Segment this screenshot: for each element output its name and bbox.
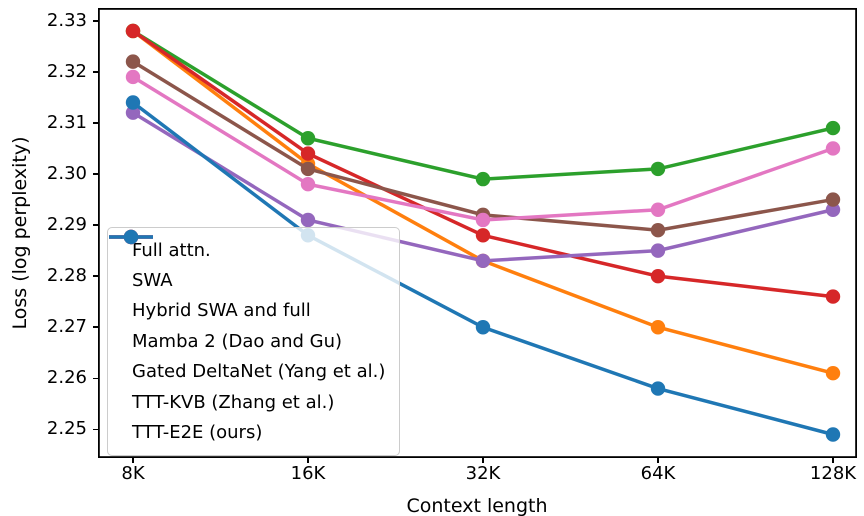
data-point <box>650 161 666 177</box>
y-tick-label: 2.33 <box>46 9 87 31</box>
x-tick-label: 128K <box>809 463 857 484</box>
data-point <box>475 228 491 243</box>
data-point <box>125 105 141 120</box>
data-point <box>825 289 841 304</box>
plot-area: Full attn. SWA Hybrid SWA and full Mamba 2 … <box>97 7 858 459</box>
legend-label: Full attn. <box>132 239 211 261</box>
legend: Full attn. SWA Hybrid SWA and full Mamba 2 … <box>107 227 401 456</box>
data-point <box>125 69 141 85</box>
y-tick-mark <box>93 122 98 124</box>
data-point <box>125 23 141 39</box>
y-tick-label: 2.29 <box>46 214 87 236</box>
data-point <box>650 268 666 284</box>
y-tick-label: 2.25 <box>46 418 87 440</box>
data-point <box>825 366 841 381</box>
data-point <box>650 320 666 335</box>
x-tick-label: 8K <box>121 463 145 484</box>
x-tick-mark <box>132 458 134 463</box>
legend-label: Gated DeltaNet (Yang et al.) <box>132 361 386 383</box>
data-point <box>300 177 316 192</box>
data-point <box>300 146 316 161</box>
series-line-4 <box>131 59 835 232</box>
y-tick-mark <box>93 173 98 175</box>
legend-item: Gated DeltaNet (Yang et al.) <box>109 229 386 387</box>
x-tick-mark <box>482 458 484 463</box>
data-point <box>650 243 666 258</box>
y-tick-label: 2.28 <box>46 265 87 287</box>
data-point <box>825 202 841 217</box>
y-tick-label: 2.26 <box>46 367 87 389</box>
data-point <box>125 54 141 69</box>
y-tick-mark <box>93 19 98 22</box>
data-point <box>475 171 491 187</box>
y-tick-label: 2.30 <box>46 163 87 184</box>
data-point <box>475 253 491 269</box>
y-tick-mark <box>93 377 98 380</box>
legend-item: TTT-E2E (ours) <box>109 229 385 447</box>
y-tick-mark <box>93 326 98 329</box>
data-point <box>125 95 141 110</box>
legend-marker-icon <box>109 229 153 245</box>
legend-item: SWA <box>109 229 385 295</box>
data-point <box>825 192 841 207</box>
y-tick-mark <box>93 224 98 226</box>
x-tick-mark <box>307 458 309 463</box>
data-point <box>825 120 841 136</box>
legend-item: Hybrid SWA and full <box>109 229 385 326</box>
legend-label: Hybrid SWA and full <box>132 300 311 322</box>
x-tick-label: 16K <box>290 463 326 484</box>
legend-label: TTT-KVB (Zhang et al.) <box>132 391 335 413</box>
axes-frame <box>97 7 858 459</box>
data-point <box>650 202 666 217</box>
data-point <box>475 212 491 228</box>
y-tick-mark <box>93 71 98 73</box>
data-point <box>650 222 666 238</box>
line-chart <box>97 7 858 459</box>
legend-label: TTT-E2E (ours) <box>132 422 263 444</box>
x-tick-mark <box>832 458 834 463</box>
x-tick-label: 32K <box>465 463 501 484</box>
x-tick-mark <box>657 458 659 463</box>
data-point <box>300 161 316 177</box>
y-tick-mark <box>93 428 98 431</box>
data-point <box>650 381 666 396</box>
legend-item: Mamba 2 (Dao and Gu) <box>109 229 385 356</box>
data-point <box>475 320 491 335</box>
x-tick-label: 64K <box>640 463 676 484</box>
y-tick-label: 2.32 <box>46 60 87 82</box>
data-point <box>825 427 841 442</box>
data-point <box>300 131 316 146</box>
legend-item: Full attn. <box>109 229 385 265</box>
y-tick-mark <box>93 275 98 277</box>
data-point <box>825 141 841 156</box>
legend-label: SWA <box>132 270 173 292</box>
legend-item: TTT-KVB (Zhang et al.) <box>109 229 385 417</box>
legend-label: Mamba 2 (Dao and Gu) <box>132 330 343 352</box>
y-tick-label: 2.31 <box>46 111 87 133</box>
x-axis-label: Context length <box>406 495 548 516</box>
data-point <box>300 212 316 228</box>
series-line-5 <box>131 75 835 222</box>
y-tick-label: 2.27 <box>46 316 87 338</box>
